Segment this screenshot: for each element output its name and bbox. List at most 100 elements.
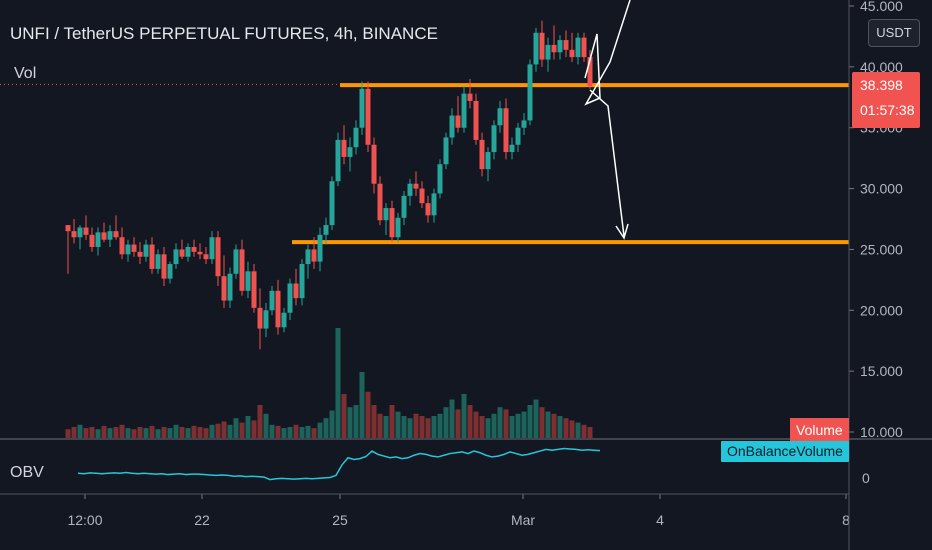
volume-bar <box>65 429 71 438</box>
volume-label: Volume <box>790 418 849 442</box>
volume-bar <box>311 428 317 438</box>
candle-body <box>389 208 395 238</box>
volume-bar <box>455 409 461 438</box>
obv-label: OnBalanceVolume <box>721 441 849 462</box>
candle-body <box>575 37 581 58</box>
candle-body <box>419 188 425 204</box>
time-tick-label: 22 <box>194 512 210 528</box>
volume-bar <box>185 428 191 438</box>
candle-body <box>347 147 353 157</box>
volume-bar <box>77 424 83 438</box>
volume-bar <box>125 428 131 438</box>
candle-body <box>461 93 467 128</box>
candle-body <box>167 264 173 279</box>
volume-bar <box>425 418 431 438</box>
candle-body <box>311 249 317 262</box>
price-tick-label: 30.000 <box>860 181 903 197</box>
time-tick-label: 12:00 <box>67 512 102 528</box>
volume-bar <box>89 427 95 438</box>
volume-bar <box>239 422 245 438</box>
currency-button[interactable]: USDT <box>868 19 920 47</box>
arrow-down <box>589 89 625 237</box>
candle-body <box>455 115 461 128</box>
price-tick-label: 10.000 <box>860 424 903 440</box>
candle-body <box>275 290 281 328</box>
candle-body <box>149 244 155 269</box>
volume-bar <box>587 427 593 438</box>
candle-body <box>557 40 563 53</box>
volume-bar <box>365 391 371 438</box>
candle-body <box>251 271 257 308</box>
time-axis: 12:00 22 25 Mar 4 8 <box>67 494 850 528</box>
candle-body <box>401 195 407 218</box>
candle-body <box>395 217 401 238</box>
candle-body <box>137 251 143 257</box>
candle-body <box>569 49 575 58</box>
volume-bar <box>107 428 113 438</box>
volume-bar <box>401 416 407 438</box>
candle-body <box>143 244 149 257</box>
volume-bars <box>65 328 593 438</box>
volume-bar <box>389 405 395 438</box>
candle-body <box>491 125 497 153</box>
volume-bar <box>137 427 143 438</box>
time-tick-label: 25 <box>332 512 348 528</box>
candle-body <box>509 144 515 153</box>
chart-title: UNFI / TetherUS PERPETUAL FUTURES, 4h, B… <box>10 24 438 43</box>
candle-body <box>299 264 305 299</box>
candle-body <box>365 88 371 145</box>
candle-body <box>161 254 167 279</box>
price-tick-label: 45.000 <box>860 0 903 14</box>
candle-body <box>581 37 587 58</box>
candle-body <box>101 232 107 240</box>
volume-bar <box>395 411 401 438</box>
candle-body <box>281 312 287 328</box>
candle-body <box>407 183 413 196</box>
candle-body <box>233 249 239 274</box>
volume-bar <box>257 405 263 438</box>
candle-body <box>335 139 341 182</box>
candle-body <box>341 139 347 157</box>
volume-bar <box>269 424 275 438</box>
candle-body <box>173 249 179 265</box>
price-tick-label: 40.000 <box>860 59 903 75</box>
candle-body <box>521 120 527 128</box>
candle-body <box>305 249 311 265</box>
volume-bar <box>227 424 233 438</box>
volume-bar <box>323 418 329 438</box>
candle-body <box>263 310 269 329</box>
volume-bar <box>161 427 167 438</box>
candle-body <box>197 251 203 255</box>
candle-body <box>203 254 209 260</box>
price-tick-label: 15.000 <box>860 363 903 379</box>
volume-bar <box>473 411 479 438</box>
volume-bar <box>341 394 347 438</box>
time-tick-label: 4 <box>656 512 664 528</box>
volume-bar <box>539 407 545 438</box>
volume-bar <box>527 405 533 438</box>
candle-body <box>131 244 137 252</box>
volume-indicator-label[interactable]: Vol <box>14 65 37 82</box>
volume-bar <box>491 413 497 438</box>
candle-body <box>359 88 365 128</box>
candle-body <box>227 273 233 301</box>
volume-bar <box>113 427 119 438</box>
volume-bar <box>167 428 173 438</box>
volume-bar <box>503 409 509 438</box>
obv-pane-title[interactable]: OBV <box>10 464 44 481</box>
candle-body <box>95 232 101 247</box>
volume-bar <box>221 421 227 438</box>
volume-bar <box>461 394 467 438</box>
candle-body <box>413 183 419 189</box>
volume-bar <box>335 328 341 438</box>
candle-body <box>449 115 455 138</box>
volume-bar <box>119 424 125 438</box>
volume-bar <box>215 423 221 438</box>
volume-bar <box>419 416 425 438</box>
volume-bar <box>521 411 527 438</box>
volume-bar <box>359 372 365 438</box>
candle-body <box>383 208 389 221</box>
candle-body <box>317 234 323 262</box>
